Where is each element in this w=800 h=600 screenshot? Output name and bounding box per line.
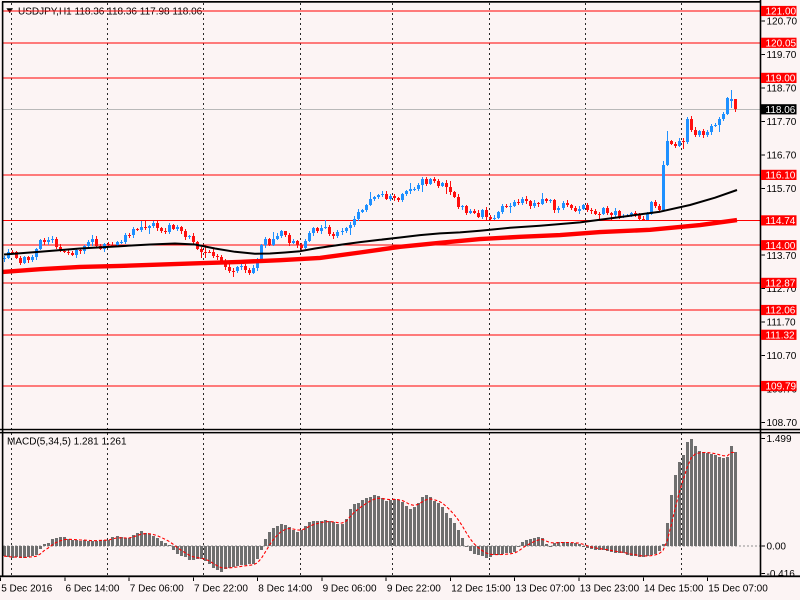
svg-text:118.06: 118.06	[766, 105, 796, 116]
svg-text:USDJPY,H1 118.36 118.36 117.9: USDJPY,H1 118.36 118.36 117.98 118.06	[18, 7, 203, 18]
svg-text:112.06: 112.06	[766, 306, 796, 317]
svg-text:5 Dec 2016: 5 Dec 2016	[1, 584, 53, 595]
svg-text:108.70: 108.70	[767, 418, 798, 429]
svg-text:111.70: 111.70	[767, 318, 797, 329]
svg-text:15 Dec 07:00: 15 Dec 07:00	[708, 584, 768, 595]
svg-text:119.00: 119.00	[766, 74, 796, 85]
svg-text:9 Dec 06:00: 9 Dec 06:00	[323, 584, 377, 595]
svg-text:13 Dec 07:00: 13 Dec 07:00	[515, 584, 575, 595]
svg-text:114.00: 114.00	[766, 241, 796, 252]
svg-text:13 Dec 23:00: 13 Dec 23:00	[580, 584, 640, 595]
svg-text:121.00: 121.00	[766, 7, 797, 18]
svg-text:116.10: 116.10	[766, 171, 796, 182]
svg-text:0.00: 0.00	[767, 542, 787, 553]
svg-text:113.70: 113.70	[767, 251, 797, 262]
svg-text:6 Dec 14:00: 6 Dec 14:00	[66, 584, 120, 595]
svg-text:12 Dec 15:00: 12 Dec 15:00	[451, 584, 511, 595]
svg-text:14 Dec 15:00: 14 Dec 15:00	[644, 584, 704, 595]
svg-text:118.70: 118.70	[767, 84, 797, 95]
svg-text:109.79: 109.79	[766, 382, 797, 393]
svg-text:7 Dec 06:00: 7 Dec 06:00	[130, 584, 184, 595]
svg-text:116.70: 116.70	[767, 150, 797, 161]
svg-text:1.499: 1.499	[767, 434, 792, 445]
svg-text:MACD(5,34,5) 1.281 1.261: MACD(5,34,5) 1.281 1.261	[7, 437, 127, 448]
svg-text:112.87: 112.87	[766, 279, 796, 290]
svg-text:110.70: 110.70	[767, 351, 797, 362]
svg-text:120.70: 120.70	[767, 17, 798, 28]
svg-text:9 Dec 22:00: 9 Dec 22:00	[387, 584, 441, 595]
svg-text:111.32: 111.32	[766, 331, 796, 342]
svg-text:112.70: 112.70	[767, 284, 797, 295]
svg-text:7 Dec 22:00: 7 Dec 22:00	[194, 584, 248, 595]
svg-text:120.05: 120.05	[766, 39, 797, 50]
svg-text:114.74: 114.74	[766, 216, 796, 227]
svg-text:8 Dec 14:00: 8 Dec 14:00	[258, 584, 312, 595]
svg-text:-0.416: -0.416	[767, 569, 796, 580]
svg-text:115.70: 115.70	[767, 184, 797, 195]
svg-text:119.70: 119.70	[767, 50, 797, 61]
svg-text:117.70: 117.70	[767, 117, 797, 128]
